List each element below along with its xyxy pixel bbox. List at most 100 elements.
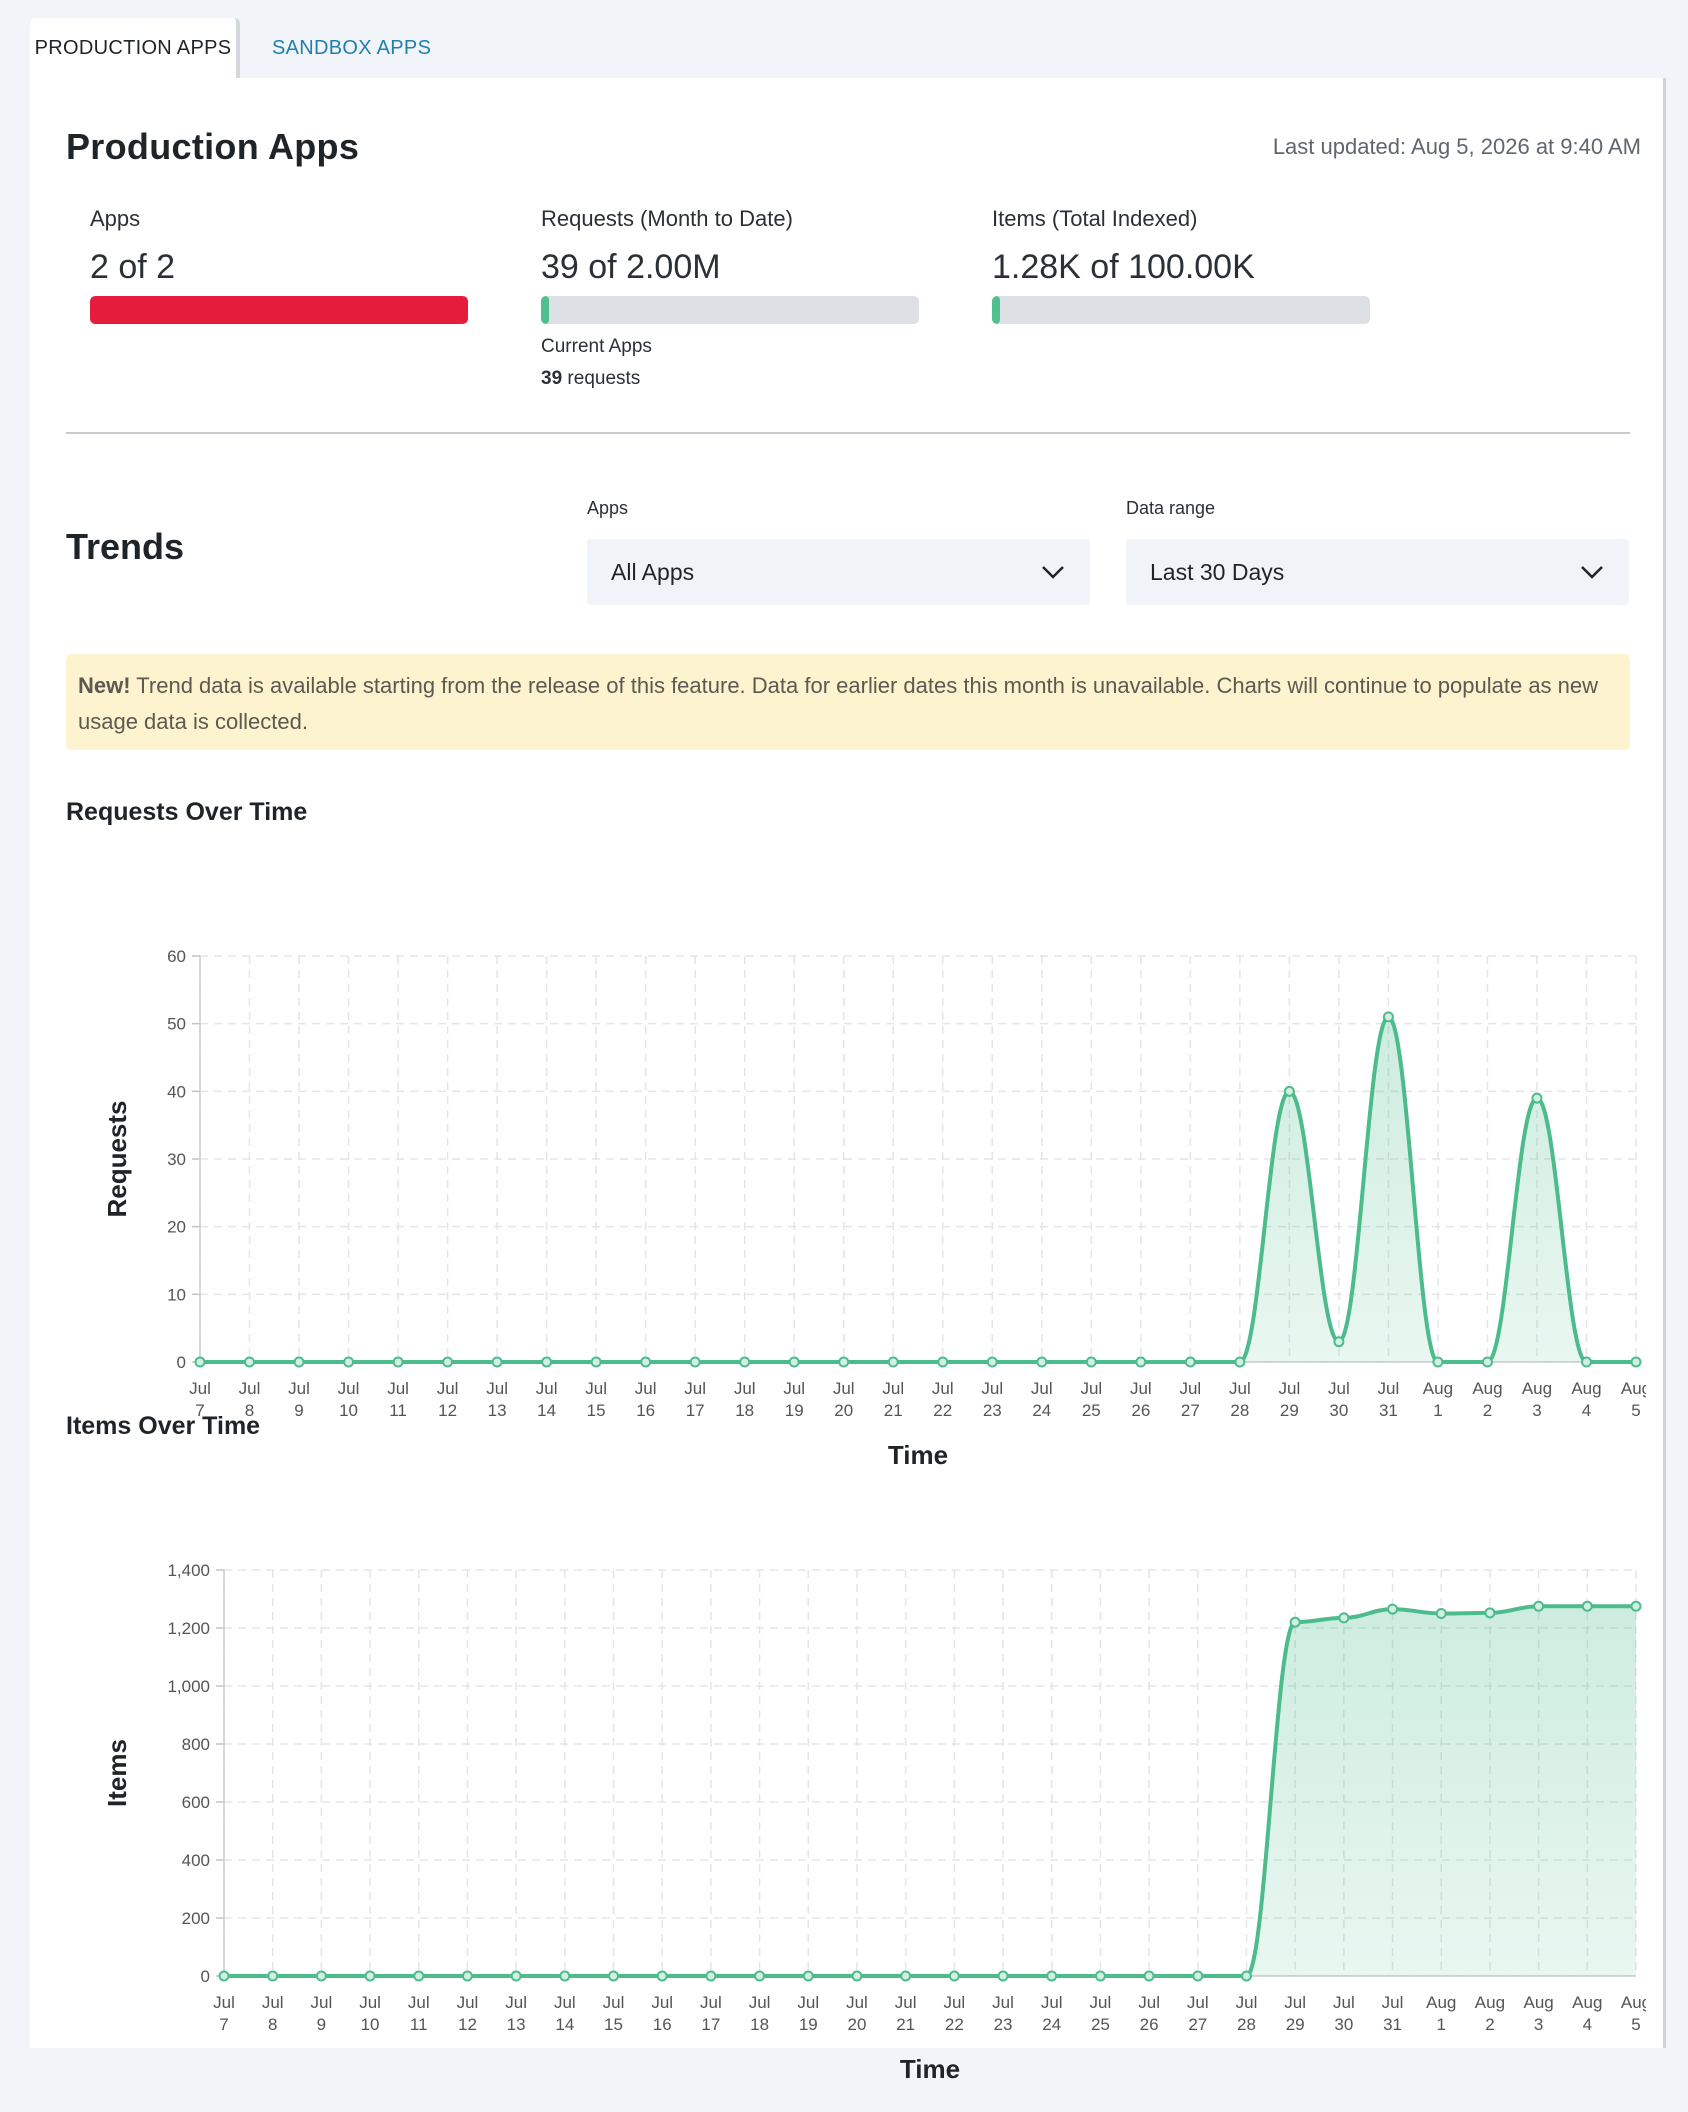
banner-text: Trend data is available starting from th…	[78, 673, 1599, 734]
data-point[interactable]	[590, 1356, 602, 1368]
data-point[interactable]	[1046, 1970, 1058, 1982]
current-apps-request-unit: requests	[562, 368, 641, 389]
data-point[interactable]	[851, 1970, 863, 1982]
data-point[interactable]	[559, 1970, 571, 1982]
items-chart-title: Items Over Time	[66, 1412, 261, 1440]
data-point[interactable]	[1481, 1356, 1493, 1368]
data-point[interactable]	[900, 1970, 912, 1982]
x-tick-label: Jul	[981, 1379, 1003, 1398]
x-tick-label: 21	[896, 2015, 915, 2034]
data-point[interactable]	[754, 1970, 766, 1982]
data-point[interactable]	[218, 1970, 230, 1982]
x-tick-label: Jul	[554, 1993, 576, 2012]
data-point[interactable]	[1484, 1607, 1496, 1619]
data-point[interactable]	[1533, 1600, 1545, 1612]
data-point[interactable]	[364, 1970, 376, 1982]
x-tick-label: 18	[735, 1401, 754, 1420]
data-point[interactable]	[442, 1356, 454, 1368]
data-point[interactable]	[948, 1970, 960, 1982]
data-point[interactable]	[838, 1356, 850, 1368]
data-point[interactable]	[413, 1970, 425, 1982]
x-tick-label: Jul	[262, 1993, 284, 2012]
x-tick-label: Jul	[1179, 1379, 1201, 1398]
data-point[interactable]	[461, 1970, 473, 1982]
data-point[interactable]	[1333, 1336, 1345, 1348]
x-tick-label: Jul	[387, 1379, 409, 1398]
requests-stat-value: 39 of 2.00M	[541, 248, 721, 286]
data-point[interactable]	[802, 1970, 814, 1982]
data-point[interactable]	[491, 1356, 503, 1368]
data-point[interactable]	[1036, 1356, 1048, 1368]
data-point[interactable]	[315, 1970, 327, 1982]
data-point[interactable]	[1435, 1608, 1447, 1619]
x-tick-label: Jul	[1031, 1379, 1053, 1398]
data-point[interactable]	[510, 1970, 522, 1982]
data-point[interactable]	[1240, 1970, 1252, 1982]
x-tick-label: Jul	[486, 1379, 508, 1398]
data-point[interactable]	[1283, 1085, 1295, 1097]
data-point[interactable]	[1580, 1356, 1592, 1368]
data-point[interactable]	[1234, 1356, 1246, 1368]
data-point[interactable]	[1338, 1612, 1350, 1624]
data-point[interactable]	[640, 1356, 652, 1368]
tab-production-apps[interactable]: PRODUCTION APPS	[30, 18, 240, 78]
data-point[interactable]	[689, 1356, 701, 1368]
data-point[interactable]	[739, 1356, 751, 1368]
data-point[interactable]	[997, 1970, 1009, 1982]
x-tick-label: Jul	[505, 1993, 527, 2012]
data-point[interactable]	[937, 1356, 949, 1368]
data-point[interactable]	[1630, 1356, 1642, 1368]
apps-stat-label: Apps	[90, 206, 141, 231]
data-point[interactable]	[392, 1356, 404, 1368]
data-point[interactable]	[1581, 1600, 1593, 1612]
x-tick-label: Jul	[734, 1379, 756, 1398]
data-point[interactable]	[1432, 1356, 1444, 1368]
data-point[interactable]	[1630, 1600, 1642, 1612]
data-point[interactable]	[1192, 1970, 1204, 1982]
tab-sandbox-apps[interactable]: SANDBOX APPS	[272, 36, 432, 59]
x-tick-label: 29	[1286, 2015, 1305, 2034]
data-point[interactable]	[1289, 1616, 1301, 1628]
data-point[interactable]	[1184, 1356, 1196, 1368]
apps-filter-select[interactable]: All Apps	[587, 539, 1090, 605]
x-tick-label: 4	[1582, 1401, 1591, 1420]
x-tick-label: Jul	[1279, 1379, 1301, 1398]
page-title: Production Apps	[66, 126, 360, 167]
data-point[interactable]	[1387, 1603, 1399, 1615]
x-tick-label: 30	[1334, 2015, 1353, 2034]
x-tick-label: Jul	[1378, 1379, 1400, 1398]
data-point[interactable]	[986, 1356, 998, 1368]
data-point[interactable]	[608, 1970, 620, 1982]
data-point[interactable]	[887, 1356, 899, 1368]
data-point[interactable]	[293, 1356, 305, 1368]
data-point[interactable]	[1531, 1092, 1543, 1104]
x-tick-label: 26	[1131, 1401, 1150, 1420]
x-tick-label: Jul	[846, 1993, 868, 2012]
x-tick-label: Aug	[1571, 1379, 1601, 1398]
data-point[interactable]	[1094, 1970, 1106, 1982]
data-point[interactable]	[705, 1970, 717, 1982]
data-point[interactable]	[1085, 1356, 1097, 1368]
data-point[interactable]	[244, 1356, 256, 1368]
data-point[interactable]	[267, 1970, 279, 1982]
data-point[interactable]	[343, 1356, 355, 1368]
data-point[interactable]	[541, 1356, 553, 1368]
x-tick-label: 25	[1091, 2015, 1110, 2034]
x-tick-label: Jul	[239, 1379, 261, 1398]
x-tick-label: 21	[884, 1401, 903, 1420]
x-tick-label: 1	[1433, 1401, 1442, 1420]
data-point[interactable]	[788, 1356, 800, 1368]
data-point[interactable]	[1382, 1011, 1394, 1023]
series-area	[200, 1016, 1636, 1362]
range-filter-select[interactable]: Last 30 Days	[1126, 539, 1629, 605]
x-tick-label: Jul	[536, 1379, 558, 1398]
data-point[interactable]	[1135, 1356, 1147, 1368]
data-point[interactable]	[1143, 1970, 1155, 1982]
x-tick-label: Jul	[1090, 1993, 1112, 2012]
x-tick-label: 7	[219, 2015, 228, 2034]
data-point[interactable]	[194, 1356, 206, 1368]
x-tick-label: 24	[1042, 2015, 1061, 2034]
data-point[interactable]	[656, 1970, 668, 1982]
x-tick-label: Jul	[1187, 1993, 1209, 2012]
x-tick-label: Jul	[749, 1993, 771, 2012]
